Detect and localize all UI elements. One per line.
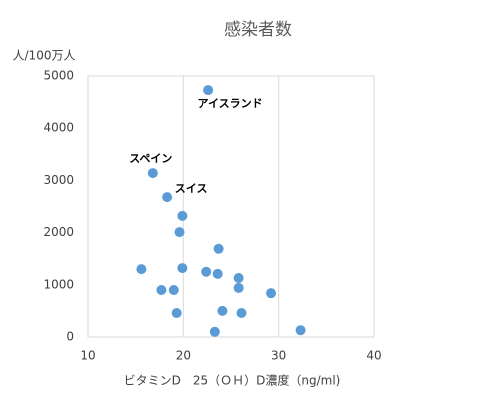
point (212, 268, 223, 279)
point-label: アイスランド (198, 97, 263, 110)
point (171, 307, 182, 318)
point (177, 210, 188, 221)
point (209, 326, 220, 337)
x-tick-label: 20 (176, 349, 191, 363)
point (168, 285, 179, 296)
plot-border (87, 75, 375, 338)
y-tick-label: 4000 (43, 121, 74, 135)
point (233, 273, 244, 284)
point (217, 305, 228, 316)
point (156, 285, 167, 296)
x-tick-label: 30 (271, 349, 286, 363)
x-tick-label: 10 (80, 349, 95, 363)
y-tick-label: 0 (66, 330, 74, 344)
point (266, 288, 277, 299)
x-tick-label: 40 (366, 349, 381, 363)
point-label: スペイン (129, 152, 172, 165)
point (177, 263, 188, 274)
point (233, 282, 244, 293)
point (136, 264, 147, 275)
y-tick-label: 3000 (43, 173, 74, 187)
point-label: スイス (175, 182, 208, 195)
chart-title: 感染者数 (224, 20, 292, 40)
point (147, 168, 158, 179)
point (213, 243, 224, 254)
y-axis-label: 人/100万人 (13, 49, 76, 63)
point (174, 227, 185, 238)
y-tick-label: 1000 (43, 277, 74, 291)
y-tick-label: 2000 (43, 225, 74, 239)
point (203, 85, 214, 96)
point (201, 266, 212, 277)
point (295, 325, 306, 336)
x-axis-label: ビタミンD 25（ＯＨ）D濃度（ng/ml) (124, 373, 341, 388)
y-tick-label: 5000 (43, 69, 74, 83)
point (162, 192, 173, 203)
point (236, 307, 247, 318)
